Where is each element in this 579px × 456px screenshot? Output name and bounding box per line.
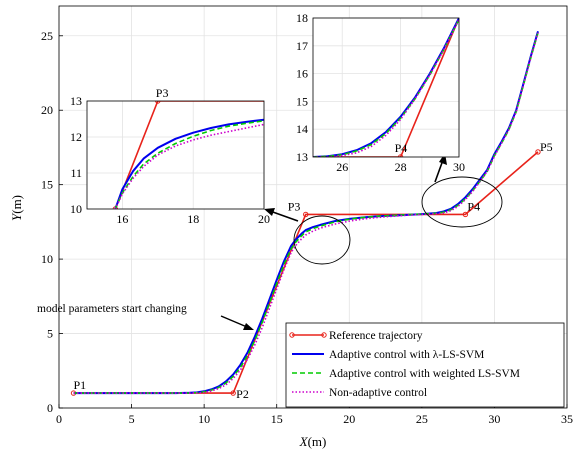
- inset-x-tick-label: 16: [116, 212, 128, 226]
- y-tick-label: 20: [41, 103, 53, 117]
- waypoint-label: P1: [74, 378, 87, 392]
- x-tick-label: 25: [416, 412, 428, 426]
- inset-y-tick-label: 17: [296, 39, 308, 53]
- inset-y-tick-label: 16: [296, 67, 308, 81]
- inset-p4-frame: [312, 17, 460, 158]
- main-series: [70, 31, 541, 396]
- inset-series-marker: [397, 154, 404, 157]
- inset-x-tick-label: 26: [336, 160, 348, 174]
- legend-label: Non-adaptive control: [329, 387, 427, 399]
- x-tick-label: 20: [343, 412, 355, 426]
- y-axis-label-var: Y: [9, 212, 24, 221]
- inset-p3: 16 18 20 10 11 12 13 P3: [70, 86, 270, 226]
- y-tick-label: 10: [41, 252, 53, 266]
- inset-y-tick-label: 15: [296, 94, 308, 108]
- x-tick-label: 15: [271, 412, 283, 426]
- inset-p4-tick-labels: 26 28 30 13 14 15 16 17 18: [296, 11, 465, 174]
- x-tick-label: 0: [56, 412, 62, 426]
- inset-x-tick-label: 18: [187, 212, 199, 226]
- waypoint-label: P5: [540, 140, 553, 154]
- x-tick-label: 10: [198, 412, 210, 426]
- inset-series-line: [313, 19, 459, 157]
- inset-p3-series: [112, 101, 264, 209]
- waypoint-label: P2: [236, 387, 249, 401]
- x-axis-label-unit: (m): [308, 434, 327, 449]
- inset-series-line: [114, 101, 264, 209]
- annotation-arrow: [220, 315, 254, 330]
- y-tick-label: 0: [47, 401, 53, 415]
- x-axis-label-var: X: [299, 434, 309, 449]
- y-tick-label: 15: [41, 178, 53, 192]
- inset-p4-point-label: P4: [395, 141, 408, 155]
- main-plot-frame: [58, 5, 568, 409]
- x-tick-label: 5: [129, 412, 135, 426]
- waypoint-labels: P1 P2 P3 P4 P5: [74, 140, 553, 401]
- legend-box: [285, 322, 565, 408]
- series-line: [73, 32, 539, 394]
- inset-p3-tick-labels: 16 18 20 10 11 12 13: [70, 94, 270, 226]
- legend: Reference trajectory Adaptive control wit…: [285, 322, 565, 408]
- legend-label: Adaptive control with λ-LS-SVM: [329, 349, 484, 361]
- series-marker: [303, 211, 309, 218]
- waypoint-label: P4: [467, 199, 480, 213]
- inset-series-line: [114, 118, 264, 209]
- inset-y-tick-label: 10: [70, 202, 82, 216]
- inset-p4: 26 28 30 13 14 15 16 17 18 P4: [296, 11, 465, 174]
- inset-y-tick-label: 13: [70, 94, 82, 108]
- y-tick-label: 5: [47, 327, 53, 341]
- series-line: [73, 31, 539, 395]
- waypoint-label: P3: [288, 199, 301, 213]
- legend-items: Reference trajectory Adaptive control wit…: [289, 330, 520, 399]
- y-tick-label: 25: [41, 29, 53, 43]
- x-tick-label: 35: [561, 412, 573, 426]
- inset-series-line: [114, 123, 264, 209]
- x-tick-label: 30: [488, 412, 500, 426]
- inset-p4-series: [313, 18, 459, 157]
- y-axis-label: Y(m): [9, 195, 24, 221]
- inset-series-line: [313, 18, 459, 157]
- inset-y-tick-label: 11: [70, 166, 82, 180]
- inset-p3-point-label: P3: [156, 86, 169, 100]
- inset-x-tick-label: 28: [395, 160, 407, 174]
- legend-marker: [321, 332, 327, 338]
- p4-highlight-ellipse: [421, 176, 503, 228]
- legend-label: Adaptive control with weighted LS-SVM: [329, 368, 520, 380]
- inset-series-line: [114, 120, 264, 209]
- x-axis-label: X(m): [299, 434, 327, 449]
- inset-y-tick-label: 13: [296, 150, 308, 164]
- p3-highlight-ellipse: [293, 215, 351, 265]
- inset-y-tick-label: 14: [296, 122, 308, 136]
- inset-series-line: [313, 19, 459, 157]
- inset-y-tick-label: 12: [70, 130, 82, 144]
- main-tick-labels: 0 5 10 15 20 25 30 35 0 5 10 15 20 25: [41, 29, 573, 426]
- inset-x-tick-label: 30: [453, 160, 465, 174]
- legend-marker: [289, 332, 295, 338]
- series-marker: [535, 149, 541, 155]
- inset-y-tick-label: 18: [296, 11, 308, 25]
- y-axis-label-unit: (m): [9, 195, 24, 214]
- inset-x-tick-label: 20: [258, 212, 270, 226]
- p3-zoom-arrow: [264, 208, 299, 222]
- series-line: [73, 32, 539, 394]
- series-marker: [462, 211, 469, 218]
- parameter-change-annotation: model parameters start changing: [37, 303, 187, 315]
- inset-p3-frame: [86, 100, 265, 210]
- legend-label: Reference trajectory: [329, 330, 423, 342]
- series-marker: [230, 390, 236, 396]
